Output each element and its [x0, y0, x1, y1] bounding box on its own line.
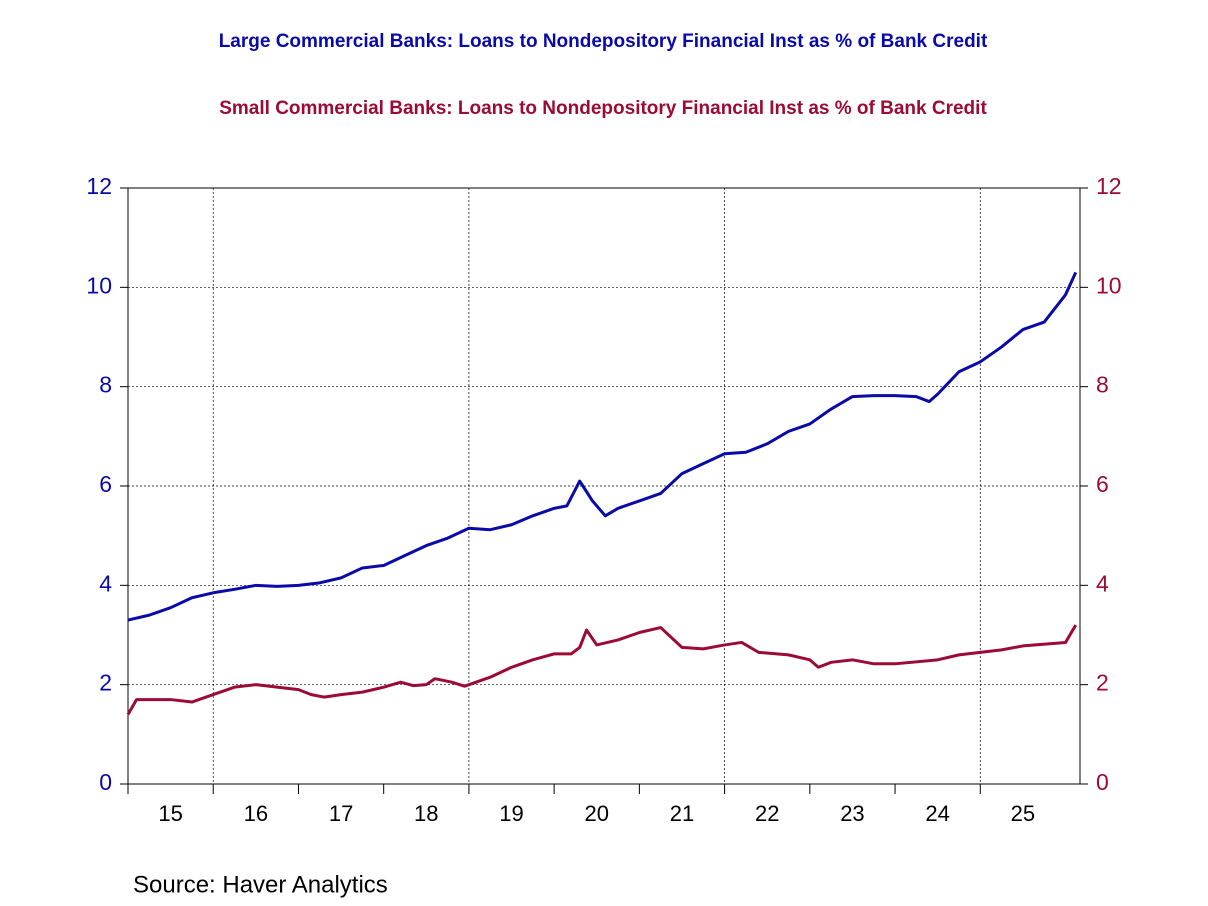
y-tick-label: 12 [86, 173, 112, 199]
source-note: Source: Haver Analytics [133, 871, 388, 898]
y2-tick-label: 10 [1096, 272, 1122, 298]
y2-tick-label: 0 [1096, 769, 1109, 795]
x-tick-label: 15 [158, 801, 182, 826]
series-line [126, 624, 1078, 716]
y2-tick-label: 12 [1096, 173, 1122, 199]
series-line [127, 271, 1078, 622]
legend-entry: Small Commercial Banks: Loans to Nondepo… [219, 98, 987, 119]
y2-tick-label: 2 [1096, 670, 1109, 696]
y2-tick-label: 8 [1096, 372, 1109, 398]
x-tick-label: 20 [585, 801, 609, 826]
x-tick-label: 16 [244, 801, 268, 826]
y2-tick-label: 6 [1096, 471, 1109, 497]
x-tick-label: 23 [840, 801, 864, 826]
y-tick-label: 0 [99, 769, 112, 795]
x-tick-label: 17 [329, 801, 353, 826]
x-tick-label: 24 [925, 801, 949, 826]
y-tick-label: 6 [99, 471, 112, 497]
y-tick-label: 4 [99, 570, 112, 596]
y-tick-label: 8 [99, 372, 112, 398]
y-tick-label: 10 [86, 272, 112, 298]
y2-tick-label: 4 [1096, 570, 1109, 596]
x-tick-label: 18 [414, 801, 438, 826]
x-tick-label: 22 [755, 801, 779, 826]
x-tick-label: 19 [499, 801, 523, 826]
x-tick-label: 25 [1011, 801, 1035, 826]
legend-entry: Large Commercial Banks: Loans to Nondepo… [219, 31, 988, 52]
x-tick-label: 21 [670, 801, 694, 826]
y-tick-label: 2 [99, 670, 112, 696]
